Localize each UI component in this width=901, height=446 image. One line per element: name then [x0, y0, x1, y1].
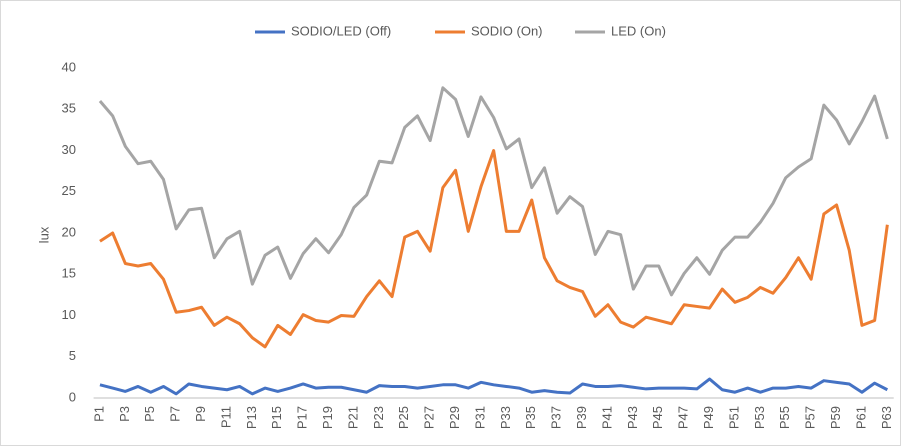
- legend-label: LED (On): [611, 23, 666, 38]
- x-tick-label: P9: [193, 406, 208, 422]
- y-axis-label: lux: [36, 226, 51, 243]
- x-tick-label: P59: [828, 406, 843, 429]
- x-tick-label: P57: [803, 406, 818, 429]
- x-tick-label: P17: [295, 406, 310, 429]
- y-tick-label: 40: [62, 59, 76, 74]
- x-tick-label: P33: [498, 406, 513, 429]
- x-tick-label: P49: [701, 406, 716, 429]
- y-tick-label: 30: [62, 142, 76, 157]
- y-tick-label: 25: [62, 183, 76, 198]
- y-tick-label: 20: [62, 224, 76, 239]
- x-tick-label: P21: [345, 406, 360, 429]
- x-tick-label: P3: [117, 406, 132, 422]
- x-tick-label: P11: [218, 406, 233, 428]
- x-tick-label: P55: [777, 406, 792, 429]
- x-tick-label: P25: [396, 406, 411, 429]
- y-tick-label: 10: [62, 307, 76, 322]
- y-tick-label: 15: [62, 266, 76, 281]
- x-tick-label: P61: [853, 406, 868, 429]
- x-tick-label: P63: [879, 406, 894, 429]
- series-line: [99, 377, 889, 396]
- x-tick-label: P15: [269, 406, 284, 429]
- series-line: [99, 149, 889, 349]
- legend-label: SODIO/LED (Off): [291, 23, 391, 38]
- x-tick-label: P39: [574, 406, 589, 429]
- x-tick-label: P43: [625, 406, 640, 429]
- y-tick-label: 5: [69, 348, 76, 363]
- y-tick-label: 0: [69, 389, 76, 404]
- x-tick-label: P19: [320, 406, 335, 429]
- x-tick-label: P31: [472, 406, 487, 429]
- x-tick-label: P47: [676, 406, 691, 429]
- x-tick-label: P5: [142, 406, 157, 422]
- x-tick-label: P37: [549, 406, 564, 429]
- x-tick-label: P53: [752, 406, 767, 429]
- x-tick-label: P45: [650, 406, 665, 429]
- x-tick-label: P13: [244, 406, 259, 429]
- legend-label: SODIO (On): [471, 23, 543, 38]
- x-tick-label: P41: [599, 406, 614, 429]
- x-tick-label: P23: [371, 406, 386, 429]
- x-tick-label: P35: [523, 406, 538, 429]
- x-tick-label: P29: [447, 406, 462, 429]
- x-tick-label: P7: [168, 406, 183, 422]
- y-tick-label: 35: [62, 101, 76, 116]
- series-line: [98, 86, 889, 297]
- x-tick-label: P51: [726, 406, 741, 429]
- x-tick-label: P27: [422, 406, 437, 429]
- x-tick-label: P1: [91, 406, 106, 422]
